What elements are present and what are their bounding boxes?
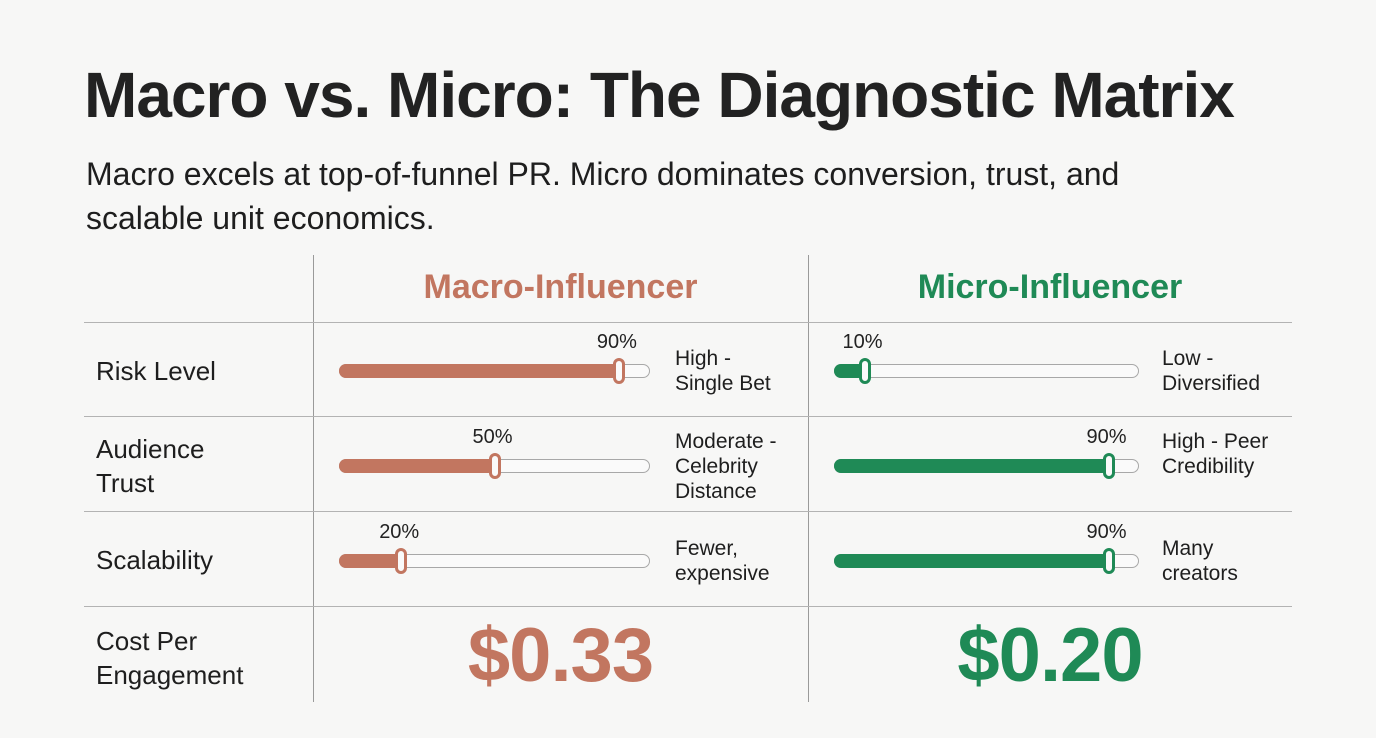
cost-value-micro: $0.20 [957,613,1143,698]
page-subtitle: Macro excels at top-of-funnel PR. Micro … [86,156,1120,236]
slider-macro-scalability-fill [339,554,402,568]
row-label-cost: Cost Per Engagement [96,626,244,690]
slider-macro-trust-handle[interactable] [488,453,501,479]
grid-row-line-2 [84,416,1292,417]
slider-micro-scalability-description: Many creators [1162,537,1238,585]
grid-row-line-1 [84,322,1292,323]
slider-micro-scalability-handle[interactable] [1102,548,1115,574]
slider-macro-risk-fill [339,364,619,378]
column-header-micro: Micro-Influencer [917,268,1183,306]
slider-macro-scalability-handle[interactable] [395,548,408,574]
slider-micro-risk-percent-label: 10% [842,331,883,353]
slider-macro-scalability-description: Fewer, expensive [675,537,770,585]
slider-macro-trust-description: Moderate - Celebrity Distance [675,429,777,503]
slider-micro-trust-fill [834,459,1109,473]
slider-macro-scalability-percent-label: 20% [379,521,420,543]
slider-micro-risk-track[interactable] [834,364,1139,378]
slider-micro-risk-handle[interactable] [858,358,871,384]
slider-macro-risk-description: High - Single Bet [675,347,771,395]
slider-micro-trust-percent-label: 90% [1086,426,1127,448]
row-label-scalability: Scalability [96,545,214,575]
slider-micro-risk-description: Low - Diversified [1162,347,1261,395]
page-title: Macro vs. Micro: The Diagnostic Matrix [84,59,1235,131]
slider-macro-trust-fill [339,459,495,473]
grid-divider-label-col [313,255,314,702]
row-label-risk: Risk Level [96,356,216,386]
slider-macro-trust-percent-label: 50% [472,426,513,448]
slider-micro-scalability-percent-label: 90% [1086,521,1127,543]
grid-row-line-3 [84,511,1292,512]
cost-value-macro: $0.33 [467,613,654,698]
slider-micro-risk-fill [834,364,865,378]
slider-micro-trust-description: High - Peer Credibility [1162,429,1269,478]
slider-macro-risk-handle[interactable] [612,358,625,384]
grid-divider-macro-micro [808,255,809,702]
slider-macro-risk-percent-label: 90% [596,331,637,353]
column-header-macro: Macro-Influencer [423,268,698,306]
grid-row-line-4 [84,606,1292,607]
slider-micro-trust-handle[interactable] [1102,453,1115,479]
row-label-trust: Audience Trust [96,434,205,498]
slider-micro-scalability-fill [834,554,1109,568]
